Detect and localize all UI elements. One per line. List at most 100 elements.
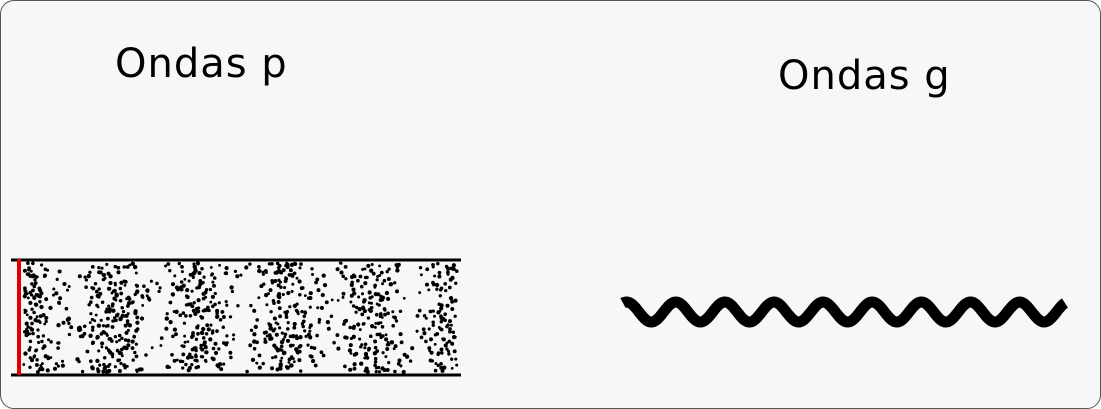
gas-particle — [190, 289, 194, 293]
gas-particle — [283, 310, 287, 314]
gas-particle — [356, 278, 360, 283]
gas-particle — [374, 370, 378, 374]
gas-particle — [40, 362, 44, 366]
gas-particle — [228, 350, 233, 355]
gas-particle — [133, 350, 137, 355]
gas-particle — [292, 325, 297, 330]
gas-particle — [435, 331, 440, 336]
gas-particle — [397, 358, 402, 363]
gas-particle — [447, 285, 452, 290]
gas-particle — [277, 347, 282, 352]
gas-particle — [354, 305, 359, 310]
gas-particle — [288, 334, 293, 339]
gas-particle — [183, 334, 187, 338]
gas-particle — [296, 312, 300, 316]
gas-particle — [84, 278, 89, 282]
gas-particle — [348, 343, 353, 348]
gas-particle — [373, 283, 377, 288]
gas-particle — [44, 316, 48, 320]
gas-particle — [279, 359, 283, 363]
gas-particle — [47, 338, 50, 342]
gas-particle — [115, 340, 119, 344]
gas-particle — [437, 270, 442, 275]
gas-particle — [27, 348, 32, 352]
gas-particle — [217, 301, 221, 305]
gas-particle — [174, 309, 179, 314]
gas-particle — [119, 280, 124, 285]
gas-particle — [278, 314, 283, 319]
gas-particle — [128, 263, 132, 267]
gas-particle — [223, 271, 227, 275]
gas-particle — [198, 281, 203, 287]
gas-particle — [42, 344, 47, 349]
gas-particle — [450, 299, 455, 304]
gas-particle — [35, 358, 39, 362]
gas-particle — [201, 296, 206, 301]
gas-particle — [113, 264, 118, 269]
gas-particle — [179, 280, 184, 284]
gas-particle — [315, 333, 319, 338]
gas-particle — [309, 354, 314, 359]
gas-particle — [127, 323, 133, 328]
gas-particle — [213, 341, 218, 346]
gas-particle — [446, 272, 450, 276]
gas-particle — [384, 333, 388, 337]
p-wave-tube — [11, 258, 461, 377]
gas-particle — [352, 324, 356, 329]
gas-particle — [193, 311, 198, 317]
gas-particle — [252, 332, 257, 337]
g-waves-title: Ondas g — [778, 53, 951, 99]
gas-particle — [118, 358, 122, 362]
gas-particle — [273, 355, 278, 359]
gas-particle — [441, 337, 445, 341]
gas-particle — [295, 302, 299, 306]
gas-particle — [34, 317, 38, 322]
gas-particle — [108, 362, 112, 366]
gas-particle — [354, 351, 359, 356]
gas-particle — [448, 327, 452, 331]
gas-particle — [137, 367, 142, 372]
gas-particle — [434, 362, 438, 365]
gas-particle — [125, 265, 130, 269]
gas-particle — [204, 332, 209, 336]
gas-particle — [134, 271, 138, 275]
gas-particle — [117, 369, 122, 373]
gas-particle — [450, 341, 455, 346]
gas-particle — [220, 309, 225, 314]
gas-particle — [26, 296, 30, 300]
gas-particle — [26, 325, 30, 329]
gas-particle — [144, 353, 148, 357]
gas-particle — [24, 321, 29, 326]
gas-particle — [271, 356, 274, 360]
gas-particle — [393, 315, 397, 320]
gas-particle — [374, 321, 378, 325]
gas-particle — [93, 319, 97, 323]
gas-particle — [91, 325, 95, 329]
gas-particle — [257, 296, 261, 300]
gas-particle — [183, 340, 187, 344]
gas-particle — [130, 339, 135, 344]
gas-particle — [402, 296, 406, 300]
gas-particle — [41, 313, 46, 317]
gas-particle — [273, 271, 278, 275]
gas-particle — [433, 314, 436, 318]
gas-particle — [297, 279, 302, 284]
gas-particle — [25, 292, 29, 296]
gas-particle — [298, 293, 302, 297]
gas-particle — [202, 342, 207, 347]
gas-particle — [168, 300, 173, 305]
gas-particle — [445, 266, 449, 270]
gas-particle — [24, 333, 29, 338]
gas-particle — [167, 365, 171, 369]
gas-particle — [359, 345, 363, 349]
gas-particle — [433, 342, 437, 346]
gas-particle — [285, 365, 290, 370]
gas-particle — [263, 337, 267, 341]
gas-particle — [22, 363, 26, 366]
gas-particle — [349, 351, 353, 355]
gas-particle — [170, 292, 176, 297]
gas-particle — [264, 340, 268, 344]
gas-particle — [261, 272, 265, 276]
gas-particle — [204, 308, 208, 313]
gas-particle — [436, 261, 440, 266]
